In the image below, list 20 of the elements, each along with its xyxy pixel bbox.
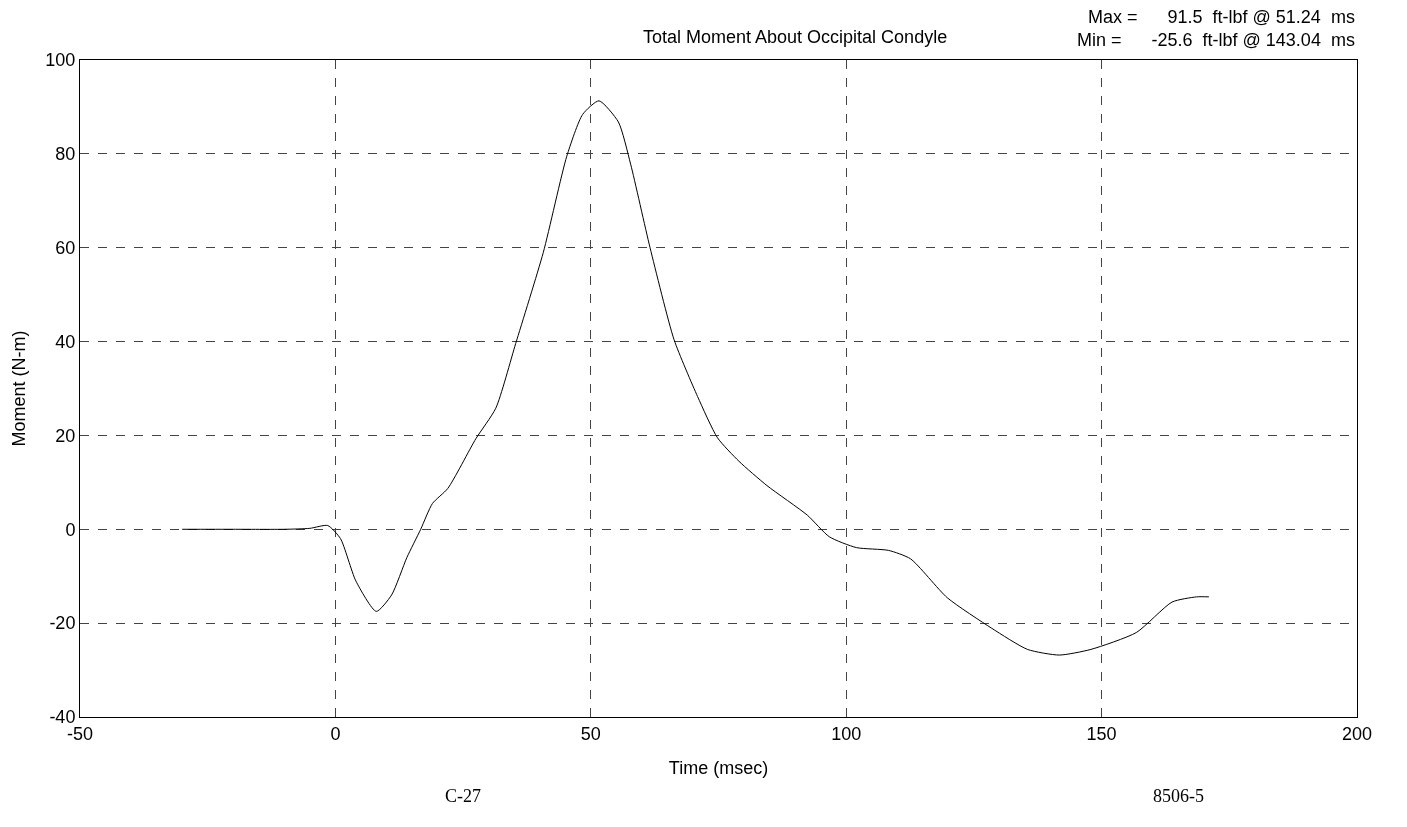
y-tick-label: 100 [45,50,76,71]
text: 8506-5 [1153,786,1204,806]
y-tick-label: 80 [55,144,76,165]
y-tick-label: 20 [55,425,76,446]
y-tick-label: 0 [65,519,76,540]
x-tick-label: 0 [330,723,341,744]
chart-title: Total Moment About Occipital Condyle [643,27,948,47]
x-tick-label: 100 [831,723,862,744]
text: C-27 [445,786,481,806]
y-tick-label: 40 [55,331,76,352]
y-tick-label: -20 [49,613,76,634]
y-tick-label: 60 [55,238,76,259]
x-tick-label: 50 [580,723,601,744]
x-tick-label: 150 [1086,723,1117,744]
x-axis-title: Time (msec) [668,757,769,778]
x-tick-label: 200 [1341,723,1373,744]
text: Max = 91.5 ft-lbf @ 51.24 ms [1088,7,1355,27]
line-series [181,100,1210,656]
text: Min = -25.6 ft-lbf @ 143.04 ms [1077,30,1355,50]
y-axis-title: Moment (N-m) [8,330,29,447]
